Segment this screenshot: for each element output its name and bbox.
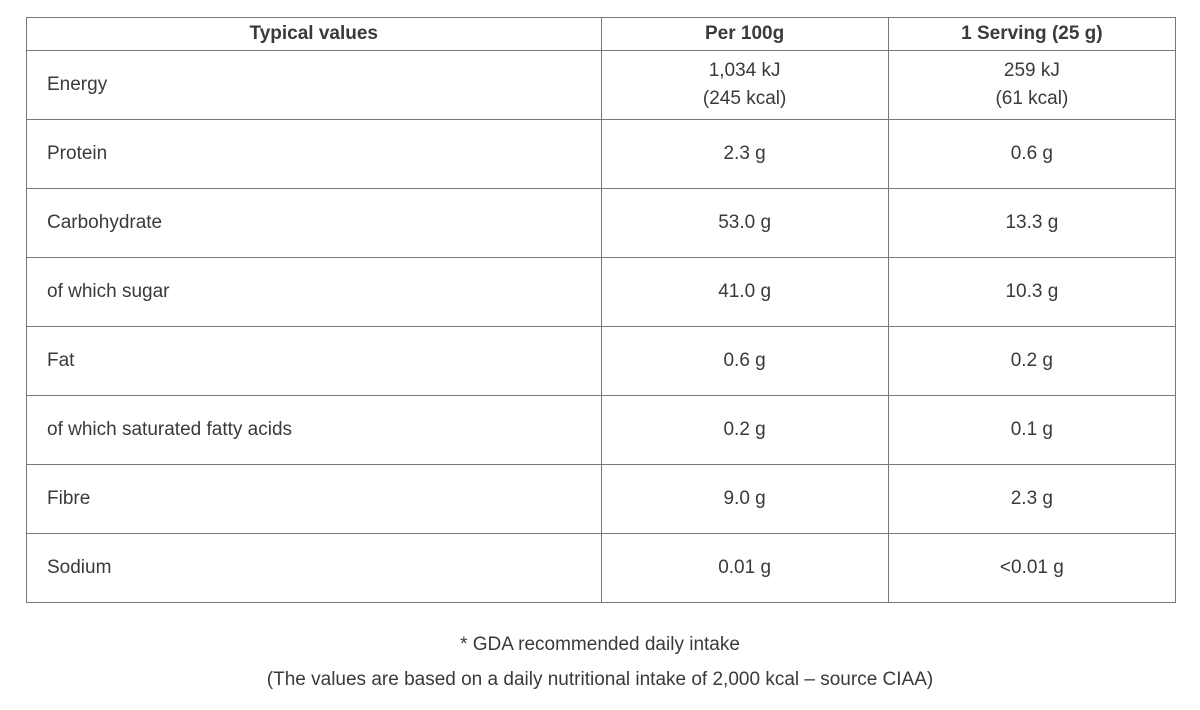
row-label: of which saturated fatty acids: [26, 395, 602, 465]
col-header-typical-values: Typical values: [26, 17, 602, 51]
per-serving-value: 0.2 g: [887, 326, 1177, 396]
table-row-sodium: Sodium 0.01 g <0.01 g: [26, 533, 1177, 603]
row-label: Protein: [26, 119, 602, 189]
per-serving-value: 2.3 g: [887, 464, 1177, 534]
per-serving-value: 13.3 g: [887, 188, 1177, 258]
table-body: Energy 1,034 kJ (245 kcal) 259 kJ (61 kc…: [26, 50, 1177, 603]
table-row-energy: Energy 1,034 kJ (245 kcal) 259 kJ (61 kc…: [26, 50, 1177, 120]
footnotes: * GDA recommended daily intake (The valu…: [0, 632, 1200, 701]
table-row-sugar: of which sugar 41.0 g 10.3 g: [26, 257, 1177, 327]
nutrition-table: Typical values Per 100g 1 Serving (25 g)…: [26, 17, 1177, 603]
row-label: Fibre: [26, 464, 602, 534]
table-row-saturates: of which saturated fatty acids 0.2 g 0.1…: [26, 395, 1177, 465]
per-serving-value: 0.1 g: [887, 395, 1177, 465]
row-label: Energy: [26, 50, 602, 120]
row-label: Sodium: [26, 533, 602, 603]
per-100g-value: 0.01 g: [600, 533, 889, 603]
footnote-source: (The values are based on a daily nutriti…: [266, 668, 934, 690]
table-row-carbohydrate: Carbohydrate 53.0 g 13.3 g: [26, 188, 1177, 258]
header-row: Typical values Per 100g 1 Serving (25 g): [26, 17, 1177, 51]
per-100g-value: 0.6 g: [600, 326, 889, 396]
per-100g-value: 0.2 g: [600, 395, 889, 465]
row-label: Fat: [26, 326, 602, 396]
table-header: Typical values Per 100g 1 Serving (25 g): [26, 17, 1177, 51]
per-serving-value: <0.01 g: [887, 533, 1177, 603]
row-label: Carbohydrate: [26, 188, 602, 258]
col-header-per-serving: 1 Serving (25 g): [887, 17, 1177, 51]
per-serving-value: 10.3 g: [887, 257, 1177, 327]
per-serving-value: 259 kJ (61 kcal): [887, 50, 1177, 120]
per-100g-value: 2.3 g: [600, 119, 889, 189]
table-row-fat: Fat 0.6 g 0.2 g: [26, 326, 1177, 396]
footnote-gda: * GDA recommended daily intake: [460, 634, 740, 655]
per-100g-value: 1,034 kJ (245 kcal): [600, 50, 889, 120]
table-row-fibre: Fibre 9.0 g 2.3 g: [26, 464, 1177, 534]
table-row-protein: Protein 2.3 g 0.6 g: [26, 119, 1177, 189]
per-100g-value: 41.0 g: [600, 257, 889, 327]
row-label: of which sugar: [26, 257, 602, 327]
per-serving-value: 0.6 g: [887, 119, 1177, 189]
per-100g-value: 9.0 g: [600, 464, 889, 534]
col-header-per-100g: Per 100g: [600, 17, 889, 51]
per-100g-value: 53.0 g: [600, 188, 889, 258]
